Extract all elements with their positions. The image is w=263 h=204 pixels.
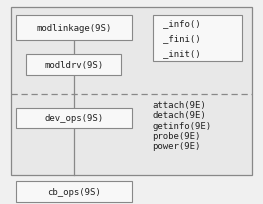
Text: attach(9E): attach(9E) [153,101,206,110]
Text: detach(9E): detach(9E) [153,111,206,120]
Text: _fini(): _fini() [163,34,201,43]
Text: modldrv(9S): modldrv(9S) [44,61,103,70]
Text: _info(): _info() [163,19,201,28]
Text: dev_ops(9S): dev_ops(9S) [44,114,103,123]
FancyBboxPatch shape [16,16,132,41]
FancyBboxPatch shape [153,16,242,61]
Text: probe(9E): probe(9E) [153,131,201,140]
Text: power(9E): power(9E) [153,141,201,150]
Text: getinfo(9E): getinfo(9E) [153,121,212,130]
FancyBboxPatch shape [26,55,121,75]
FancyBboxPatch shape [16,108,132,129]
Text: modlinkage(9S): modlinkage(9S) [36,24,111,33]
Text: cb_ops(9S): cb_ops(9S) [47,187,100,196]
Text: _init(): _init() [163,49,201,58]
FancyBboxPatch shape [11,8,252,175]
FancyBboxPatch shape [16,182,132,202]
